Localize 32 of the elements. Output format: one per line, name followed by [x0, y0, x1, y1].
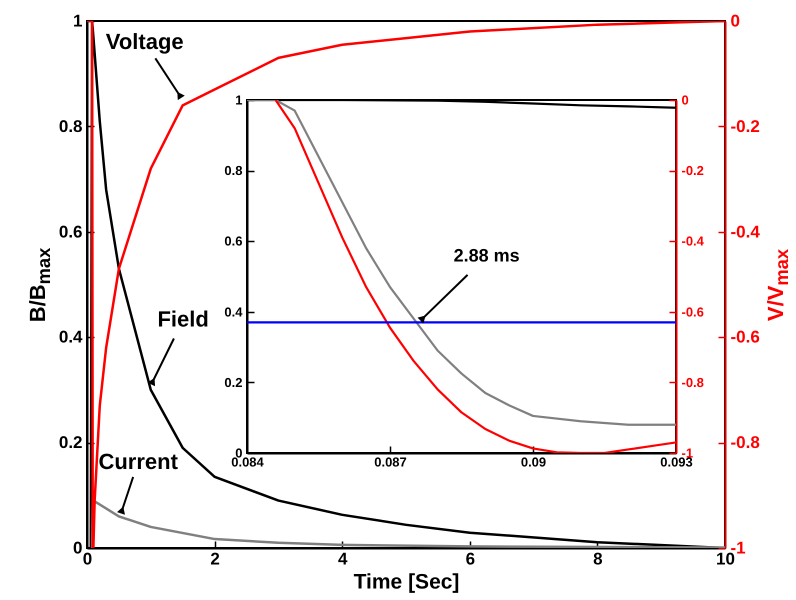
y2-tick-label: -0.8 [730, 433, 760, 452]
y-tick-label: 0.4 [58, 328, 84, 347]
annotation: Current [98, 448, 179, 474]
y2-tick-label: -0.8 [682, 374, 704, 390]
y2-tick-label: -0.2 [730, 116, 760, 136]
x-tick-label: 8 [593, 550, 603, 568]
x-axis-title: Time [Sec] [354, 570, 460, 594]
y2-tick-label: -0.2 [682, 163, 704, 178]
y-tick-label: 1 [73, 12, 82, 30]
y2-tick-label: -0.6 [682, 304, 704, 320]
annotation: Voltage [106, 29, 184, 54]
y2-tick-label: 0 [682, 92, 689, 108]
y-tick-label: 0.6 [58, 222, 82, 242]
y-tick-label: 0.8 [58, 116, 82, 136]
y-tick-label: 0.2 [224, 374, 242, 390]
x-tick-label: 2 [210, 550, 220, 568]
x-tick-label: 0.09 [520, 454, 546, 470]
y-tick-label: 0.8 [224, 163, 242, 178]
y2-tick-label: -0.6 [730, 328, 760, 347]
y-tick-label: 0.2 [58, 433, 82, 452]
x-tick-label: 0.087 [374, 454, 407, 470]
y-tick-label: 1 [235, 92, 242, 108]
x-tick-label: 6 [466, 550, 476, 568]
x-tick-label: 10 [716, 550, 735, 568]
y-tick-label: 0.6 [224, 234, 242, 249]
y-tick-label: 0.4 [224, 304, 244, 320]
x-tick-label: 4 [338, 550, 348, 568]
annotation: 2.88 ms [454, 245, 520, 266]
y2-tick-label: 0 [730, 12, 740, 30]
y2-tick-label: -0.4 [682, 234, 705, 249]
y2-tick-label: -0.4 [730, 222, 760, 242]
annotation: Field [157, 306, 209, 332]
